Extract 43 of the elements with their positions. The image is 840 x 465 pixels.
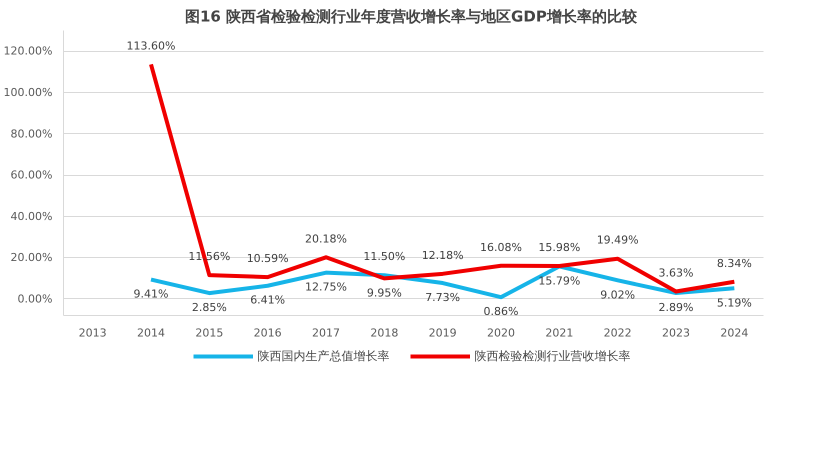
data-label: 3.63% (658, 266, 694, 280)
y-tick-label: 100.00% (4, 86, 53, 99)
data-label: 20.18% (305, 232, 347, 246)
data-label: 0.86% (484, 305, 518, 318)
x-tick-label: 2013 (78, 326, 107, 340)
y-tick-label: 60.00% (10, 168, 53, 182)
data-label: 5.19% (716, 296, 752, 310)
x-tick-label: 2019 (428, 326, 457, 340)
x-tick-label: 2020 (487, 326, 516, 340)
data-label: 9.95% (366, 286, 402, 300)
data-label: 12.75% (305, 280, 347, 294)
data-label: 8.34% (716, 256, 752, 270)
data-label: 15.98% (538, 240, 580, 254)
y-tick-label: 40.00% (10, 210, 53, 223)
data-label: 11.50% (363, 250, 406, 264)
data-label: 15.79% (538, 274, 580, 288)
data-label: 19.49% (596, 234, 639, 247)
x-tick-label: 2014 (137, 326, 166, 340)
data-label: 7.73% (425, 291, 460, 304)
data-label: 16.08% (480, 240, 522, 254)
y-tick-label: 0.00% (18, 292, 53, 306)
y-tick-label: 20.00% (10, 251, 53, 264)
y-tick-label: 80.00% (10, 127, 53, 140)
data-label: 6.41% (250, 294, 286, 307)
x-tick-label: 2023 (662, 326, 690, 340)
x-tick-label: 2017 (312, 326, 340, 340)
data-label: 2.89% (658, 301, 694, 314)
legend-label: 陕西检验检测行业营收增长率 (474, 348, 630, 364)
data-label: 10.59% (246, 252, 289, 266)
legend-label: 陕西国内生产总值增长率 (258, 348, 390, 364)
data-label: 113.60% (126, 39, 176, 52)
data-label: 2.85% (192, 301, 227, 314)
x-tick-label: 2018 (370, 326, 398, 340)
data-label: 9.41% (134, 288, 168, 301)
x-tick-label: 2022 (604, 326, 632, 340)
data-label: 12.18% (422, 248, 464, 262)
x-tick-label: 2015 (195, 326, 224, 340)
x-tick-label: 2021 (545, 326, 574, 340)
chart-title: 图16 陕西省检验检测行业年度营收增长率与地区GDP增长率的比较 (184, 8, 638, 26)
x-tick-label: 2024 (720, 326, 748, 340)
data-label: 9.02% (600, 288, 636, 302)
x-tick-label: 2016 (254, 326, 282, 340)
y-tick-label: 120.00% (4, 44, 53, 58)
